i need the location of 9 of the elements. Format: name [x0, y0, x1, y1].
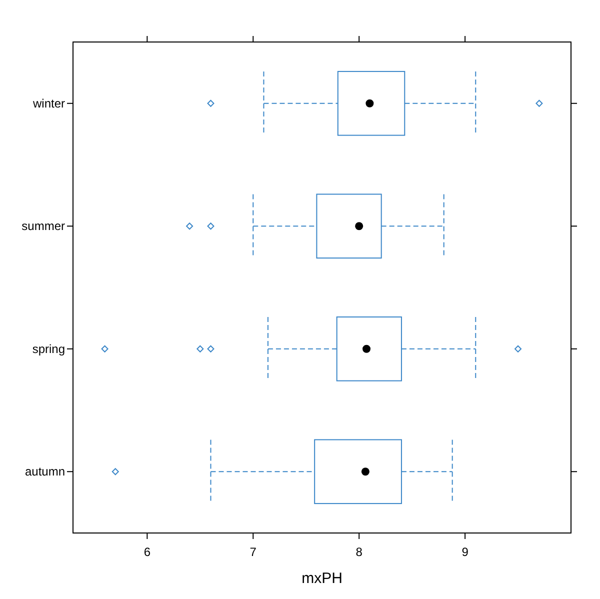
y-tick-label: winter	[32, 96, 65, 110]
y-tick-label: autumn	[24, 464, 65, 479]
y-tick-label: summer	[22, 219, 65, 234]
x-axis-title: mxPH	[302, 570, 342, 587]
x-tick-label: 6	[144, 545, 151, 559]
x-tick-label: 9	[462, 545, 469, 559]
y-tick-label: spring	[32, 342, 65, 356]
x-tick-label: 8	[356, 545, 363, 559]
x-tick-label: 7	[250, 545, 257, 559]
